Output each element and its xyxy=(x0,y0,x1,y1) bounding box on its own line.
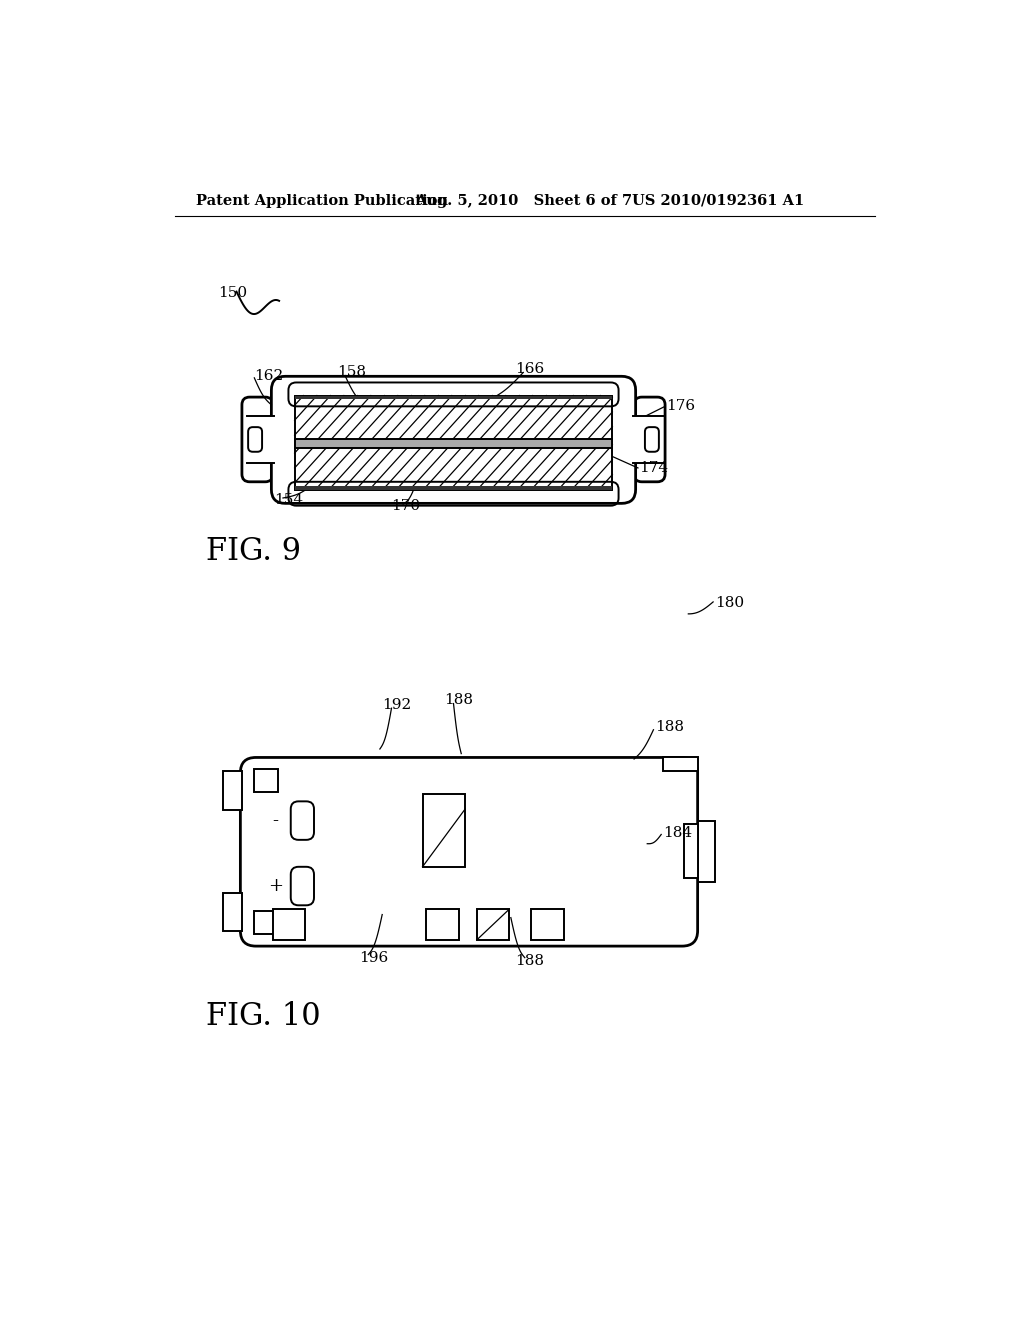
Text: 192: 192 xyxy=(382,698,412,711)
FancyBboxPatch shape xyxy=(241,758,697,946)
Bar xyxy=(223,771,242,810)
Bar xyxy=(295,396,612,442)
Bar xyxy=(426,909,459,940)
FancyBboxPatch shape xyxy=(248,428,262,451)
Bar xyxy=(273,909,305,940)
Bar xyxy=(295,486,612,490)
Bar xyxy=(633,416,658,462)
Text: FIG. 10: FIG. 10 xyxy=(206,1002,321,1032)
Text: -: - xyxy=(272,812,279,829)
Text: FIG. 9: FIG. 9 xyxy=(206,536,300,566)
Text: Patent Application Publication: Patent Application Publication xyxy=(197,194,449,207)
Text: US 2010/0192361 A1: US 2010/0192361 A1 xyxy=(632,194,804,207)
Bar xyxy=(423,793,465,867)
Bar xyxy=(663,758,697,771)
Text: +: + xyxy=(267,876,283,895)
Text: 188: 188 xyxy=(444,693,473,708)
Text: 188: 188 xyxy=(515,954,545,968)
FancyBboxPatch shape xyxy=(242,397,273,482)
Bar xyxy=(697,821,715,882)
Bar xyxy=(254,770,278,792)
Bar xyxy=(684,825,697,878)
FancyBboxPatch shape xyxy=(291,801,314,840)
Bar xyxy=(247,416,276,462)
Bar xyxy=(223,892,242,932)
FancyBboxPatch shape xyxy=(634,397,665,482)
Text: 196: 196 xyxy=(359,950,388,965)
Bar xyxy=(295,396,612,400)
FancyBboxPatch shape xyxy=(291,867,314,906)
Text: 174: 174 xyxy=(640,461,669,475)
Text: 180: 180 xyxy=(716,597,744,610)
Text: 188: 188 xyxy=(655,719,684,734)
Text: 170: 170 xyxy=(391,499,421,513)
Bar xyxy=(295,440,612,447)
Bar xyxy=(477,909,509,940)
Text: 162: 162 xyxy=(254,368,284,383)
Text: 150: 150 xyxy=(218,286,247,300)
Text: 176: 176 xyxy=(667,400,695,413)
Bar xyxy=(531,909,563,940)
Text: 154: 154 xyxy=(273,492,303,507)
Bar xyxy=(295,444,612,490)
Text: 158: 158 xyxy=(337,366,367,379)
Bar xyxy=(254,911,278,933)
Text: 166: 166 xyxy=(515,363,545,376)
FancyBboxPatch shape xyxy=(271,376,636,503)
FancyBboxPatch shape xyxy=(645,428,658,451)
Text: Aug. 5, 2010   Sheet 6 of 7: Aug. 5, 2010 Sheet 6 of 7 xyxy=(415,194,632,207)
Text: 184: 184 xyxy=(663,826,692,840)
